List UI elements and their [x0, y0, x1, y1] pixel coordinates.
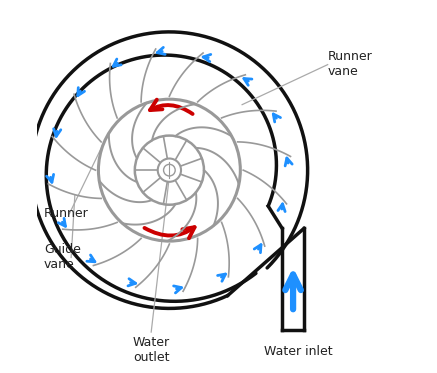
Text: Runner
vane: Runner vane	[328, 50, 372, 78]
Circle shape	[158, 159, 181, 182]
Text: Runner: Runner	[44, 207, 89, 220]
Text: Water inlet: Water inlet	[264, 345, 333, 358]
Text: Guide
vane: Guide vane	[44, 244, 81, 272]
Text: Water
outlet: Water outlet	[132, 336, 170, 364]
